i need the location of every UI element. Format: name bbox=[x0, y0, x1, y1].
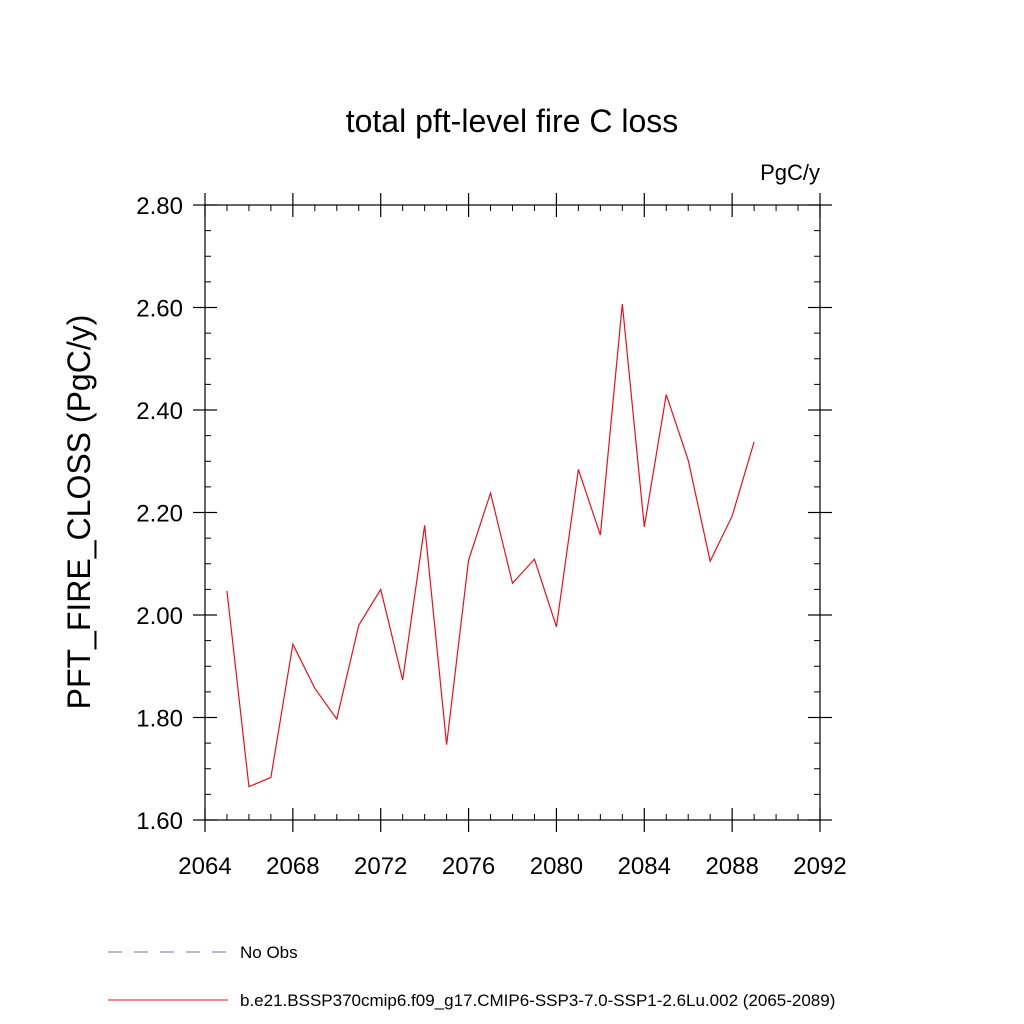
legend: No Obs b.e21.BSSP370cmip6.f09_g17.CMIP6-S… bbox=[108, 943, 835, 1010]
series-layer bbox=[226, 303, 755, 788]
y-tick-label: 2.20 bbox=[136, 501, 183, 528]
x-tick-label: 2084 bbox=[618, 853, 671, 880]
y-axis: 1.60 1.80 2.00 2.20 2.40 2.60 2.80 bbox=[136, 193, 832, 835]
x-tick-label: 2068 bbox=[266, 853, 319, 880]
plot-frame bbox=[204, 204, 821, 821]
chart-title: total pft-level fire C loss bbox=[346, 103, 679, 139]
legend-label-1: b.e21.BSSP370cmip6.f09_g17.CMIP6-SSP3-7.… bbox=[240, 991, 835, 1010]
y-tick-label: 2.00 bbox=[136, 603, 183, 630]
x-tick-label: 2064 bbox=[178, 853, 231, 880]
legend-label-0: No Obs bbox=[240, 943, 298, 962]
x-tick-label: 2088 bbox=[705, 853, 758, 880]
x-tick-label: 2080 bbox=[530, 853, 583, 880]
y-tick-label: 2.80 bbox=[136, 193, 183, 220]
x-tick-label: 2092 bbox=[793, 853, 846, 880]
units-label: PgC/y bbox=[760, 160, 820, 185]
series-line-1 bbox=[226, 303, 755, 788]
y-tick-label: 2.60 bbox=[136, 296, 183, 323]
y-tick-label: 1.80 bbox=[136, 706, 183, 733]
x-tick-label: 2072 bbox=[354, 853, 407, 880]
y-axis-label: PFT_FIRE_CLOSS (PgC/y) bbox=[61, 315, 97, 710]
x-tick-label: 2076 bbox=[442, 853, 495, 880]
x-axis: 2064 2068 2072 2076 2080 2084 2088 2092 bbox=[178, 193, 847, 880]
y-tick-label: 2.40 bbox=[136, 398, 183, 425]
y-tick-label: 1.60 bbox=[136, 808, 183, 835]
